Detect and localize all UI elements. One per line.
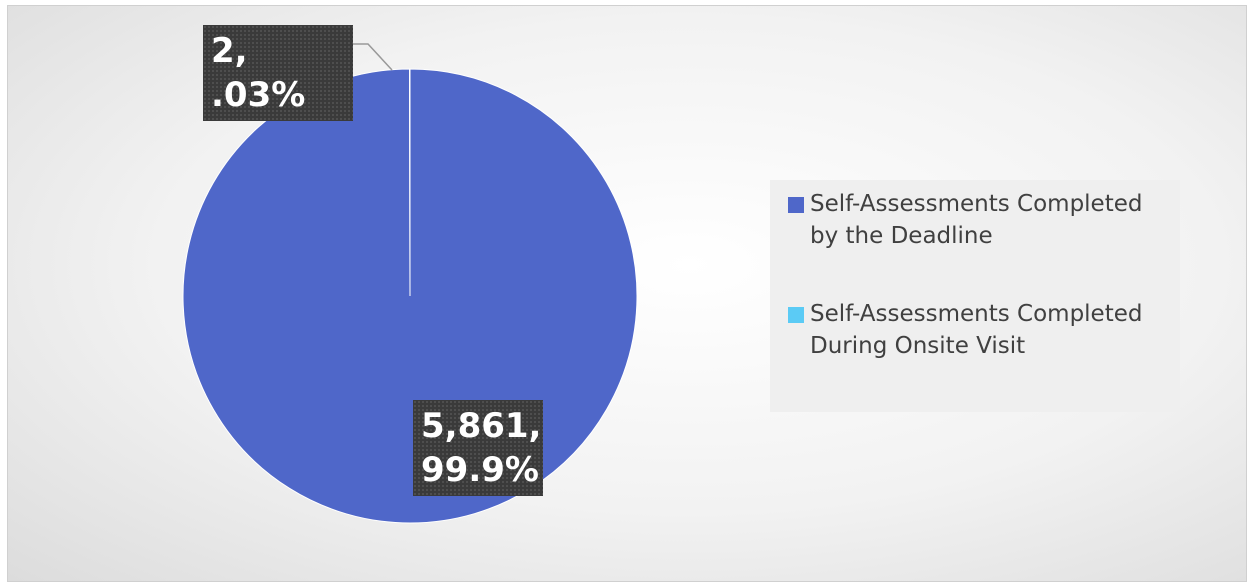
leader-line bbox=[353, 43, 393, 71]
legend-swatch bbox=[788, 197, 804, 213]
legend-entry: Self-Assessments Completed by the Deadli… bbox=[788, 188, 1168, 252]
legend-label: Self-Assessments Completed During Onsite… bbox=[810, 301, 1143, 359]
legend: Self-Assessments Completed by the Deadli… bbox=[770, 180, 1180, 412]
legend-label: Self-Assessments Completed by the Deadli… bbox=[810, 191, 1143, 249]
data-label: 2, .03% bbox=[203, 25, 353, 121]
legend-swatch bbox=[788, 307, 804, 323]
data-label: 5,861, 99.9% bbox=[413, 400, 543, 496]
legend-entry: Self-Assessments Completed During Onsite… bbox=[788, 298, 1168, 362]
